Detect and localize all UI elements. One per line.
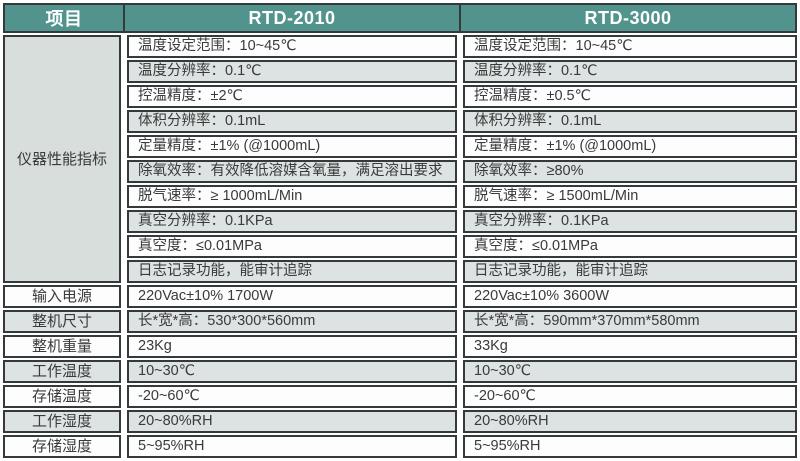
spec-value-cell-rtd3000: 220Vac±10% 3600W [463,285,797,308]
spec-value-cell-rtd2010: 5~95%RH [127,435,457,458]
spec-row-label-cell: 存储湿度 [3,435,121,458]
spec-row-label-cell: 整机尺寸 [3,310,121,333]
spec-row-label-cell: 输入电源 [3,285,121,308]
spec-row-label-cell: 工作湿度 [3,410,121,433]
spec-value-cell-rtd3000: 10~30℃ [463,360,797,383]
header-cell-model-rtd2010: RTD-2010 [125,5,459,31]
perf-value-cell-rtd2010: 日志记录功能，能审计追踪 [127,260,457,283]
perf-value-cell-rtd2010: 脱气速率：≥ 1000mL/Min [127,185,457,208]
perf-value-cell-rtd3000: 控温精度：±0.5℃ [463,85,797,108]
spec-row-label-cell: 整机重量 [3,335,121,358]
perf-value-cell-rtd2010: 温度分辨率：0.1℃ [127,60,457,83]
spec-value-cell-rtd3000: 33Kg [463,335,797,358]
spec-value-cell-rtd2010: 10~30℃ [127,360,457,383]
perf-value-cell-rtd3000: 真空分辨率：0.1KPa [463,210,797,233]
perf-value-cell-rtd3000: 温度分辨率：0.1℃ [463,60,797,83]
perf-value-cell-rtd3000: 日志记录功能，能审计追踪 [463,260,797,283]
spec-value-cell-rtd2010: 23Kg [127,335,457,358]
table-header-row: 项目 RTD-2010 RTD-3000 [3,3,797,33]
performance-section-label-cell: 仪器性能指标 [3,35,121,283]
header-cell-item: 项目 [5,5,123,31]
perf-value-cell-rtd2010: 定量精度：±1% (@1000mL) [127,135,457,158]
spec-value-cell-rtd2010: 20~80%RH [127,410,457,433]
spec-row-label-cell: 工作温度 [3,360,121,383]
spec-value-cell-rtd3000: 20~80%RH [463,410,797,433]
spec-value-cell-rtd3000: 5~95%RH [463,435,797,458]
perf-value-cell-rtd3000: 脱气速率：≥ 1500mL/Min [463,185,797,208]
spec-row-label-cell: 存储温度 [3,385,121,408]
perf-value-cell-rtd3000: 定量精度：±1% (@1000mL) [463,135,797,158]
spec-value-cell-rtd3000: -20~60℃ [463,385,797,408]
perf-value-cell-rtd2010: 真空度：≤0.01MPa [127,235,457,258]
perf-value-cell-rtd3000: 真空度：≤0.01MPa [463,235,797,258]
perf-value-cell-rtd2010: 除氧效率：有效降低溶媒含氧量，满足溶出要求 [127,160,457,183]
perf-value-cell-rtd3000: 温度设定范围：10~45℃ [463,35,797,58]
table-body: 仪器性能指标 温度设定范围：10~45℃ 温度设定范围：10~45℃ 温度分辨率：0… [3,35,797,458]
perf-value-cell-rtd3000: 除氧效率：≥80% [463,160,797,183]
perf-value-cell-rtd2010: 控温精度：±2℃ [127,85,457,108]
perf-value-cell-rtd2010: 真空分辨率：0.1KPa [127,210,457,233]
spec-value-cell-rtd2010: 长*宽*高：530*300*560mm [127,310,457,333]
perf-value-cell-rtd3000: 体积分辨率：0.1mL [463,110,797,133]
spec-value-cell-rtd2010: -20~60℃ [127,385,457,408]
perf-value-cell-rtd2010: 温度设定范围：10~45℃ [127,35,457,58]
perf-value-cell-rtd2010: 体积分辨率：0.1mL [127,110,457,133]
spec-value-cell-rtd2010: 220Vac±10% 1700W [127,285,457,308]
spec-value-cell-rtd3000: 长*宽*高：590mm*370mm*580mm [463,310,797,333]
header-cell-model-rtd3000: RTD-3000 [461,5,795,31]
